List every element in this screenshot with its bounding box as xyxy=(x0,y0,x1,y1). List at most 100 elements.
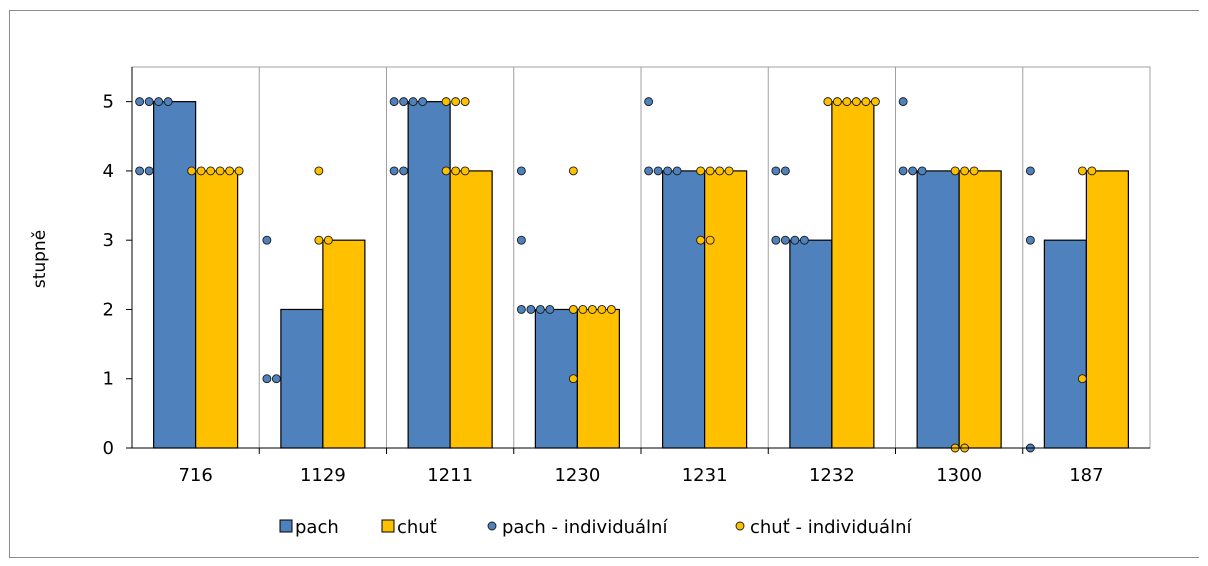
chart-frame: 0 1 2 3 4 5 716 1129 1211 1230 1231 1232 1300 187 stu… xyxy=(9,10,1199,558)
point-chuť---individuální-1211 xyxy=(460,166,470,176)
bar-chuť-1230 xyxy=(576,308,620,449)
bar-chart: 0 1 2 3 4 5 716 1129 1211 1230 1231 1232 1300 187 stu… xyxy=(30,66,1151,538)
point-pach---individuální-1211 xyxy=(399,97,409,107)
point-chuť---individuální-1211 xyxy=(451,166,461,176)
point-chuť---individuální-1231 xyxy=(696,166,706,176)
y-tick-label: 3 xyxy=(103,230,114,251)
point-pach---individuální-716 xyxy=(154,97,164,107)
legend-label: pach - individuální xyxy=(502,517,668,538)
point-chuť---individuální-716 xyxy=(215,166,225,176)
point-pach---individuální-1231 xyxy=(672,166,682,176)
legend-swatch xyxy=(279,519,293,533)
y-axis-title: stupně xyxy=(30,230,50,288)
point-chuť---individuální-716 xyxy=(225,166,235,176)
point-pach---individuální-187 xyxy=(1025,235,1035,245)
point-pach---individuální-1129 xyxy=(271,374,281,384)
bar-chuť-1211 xyxy=(449,170,493,449)
point-pach---individuální-1300 xyxy=(898,97,908,107)
point-pach---individuální-187 xyxy=(1025,166,1035,176)
point-chuť---individuální-1211 xyxy=(451,97,461,107)
point-pach---individuální-1230 xyxy=(526,305,536,314)
point-chuť---individuální-1232 xyxy=(842,97,852,107)
bar-chuť-1129 xyxy=(322,239,366,449)
legend-marker xyxy=(735,521,745,531)
point-pach---individuální-716 xyxy=(135,97,145,107)
point-chuť---individuální-1230 xyxy=(568,166,578,176)
point-pach---individuální-1300 xyxy=(908,166,918,176)
bar-pach-187 xyxy=(1043,239,1087,449)
x-tick-label: 1300 xyxy=(936,465,982,486)
point-pach---individuální-1231 xyxy=(653,166,663,176)
point-chuť---individuální-716 xyxy=(187,166,197,176)
bar-chuť-1232 xyxy=(831,101,875,449)
point-pach---individuální-1300 xyxy=(917,166,927,176)
point-pach---individuální-1232 xyxy=(780,166,790,176)
point-chuť---individuální-1129 xyxy=(314,235,324,245)
point-pach---individuální-1211 xyxy=(418,97,428,107)
point-pach---individuální-1231 xyxy=(644,166,654,176)
point-chuť---individuální-1232 xyxy=(861,97,871,107)
y-tick-label: 4 xyxy=(103,161,114,182)
point-pach---individuální-716 xyxy=(144,97,154,107)
point-chuť---individuální-1300 xyxy=(969,166,979,176)
bar-pach-1231 xyxy=(662,170,706,449)
point-chuť---individuální-187 xyxy=(1087,166,1097,176)
point-pach---individuální-1232 xyxy=(771,235,781,245)
point-chuť---individuální-716 xyxy=(196,166,206,176)
bar-chuť-187 xyxy=(1085,170,1129,449)
bar-pach-1300 xyxy=(916,170,960,449)
point-chuť---individuální-1211 xyxy=(441,97,451,107)
point-chuť---individuální-1230 xyxy=(568,305,578,314)
point-chuť---individuální-1231 xyxy=(696,235,706,245)
x-tick-label: 1211 xyxy=(427,465,473,486)
bar-pach-1211 xyxy=(407,101,451,449)
point-chuť---individuální-1129 xyxy=(323,235,333,245)
legend-item-chuť---individuální: chuť - individuální xyxy=(735,517,912,538)
point-pach---individuální-1231 xyxy=(644,97,654,107)
point-chuť---individuální-716 xyxy=(234,166,244,176)
point-pach---individuální-1230 xyxy=(545,305,555,314)
x-tick-label: 1129 xyxy=(300,465,346,486)
point-pach---individuální-1211 xyxy=(389,166,399,176)
point-pach---individuální-1211 xyxy=(389,97,399,107)
point-pach---individuální-1230 xyxy=(516,166,526,176)
point-chuť---individuální-1230 xyxy=(568,374,578,384)
point-pach---individuální-1129 xyxy=(262,374,272,384)
y-tick-label: 1 xyxy=(103,369,114,390)
point-chuť---individuální-1300 xyxy=(960,166,970,176)
bar-pach-1232 xyxy=(789,239,833,449)
point-pach---individuální-1231 xyxy=(663,166,673,176)
x-tick-label: 716 xyxy=(178,465,212,486)
legend-swatch xyxy=(381,519,395,533)
x-tick-label: 1231 xyxy=(682,465,728,486)
point-pach---individuální-1232 xyxy=(790,235,800,245)
legend-item-pach---individuální: pach - individuální xyxy=(487,517,668,538)
bar-pach-716 xyxy=(153,101,197,449)
y-tick-label: 0 xyxy=(103,438,114,459)
x-tick-label: 1232 xyxy=(809,465,855,486)
point-pach---individuální-1232 xyxy=(771,166,781,176)
bars xyxy=(153,101,1129,449)
point-pach---individuální-716 xyxy=(163,97,173,107)
point-chuť---individuální-187 xyxy=(1077,374,1087,384)
point-chuť---individuální-1129 xyxy=(314,166,324,176)
point-pach---individuální-1230 xyxy=(516,235,526,245)
point-pach---individuální-716 xyxy=(135,166,145,176)
point-chuť---individuální-1230 xyxy=(587,305,597,314)
point-pach---individuální-1300 xyxy=(898,166,908,176)
point-chuť---individuální-1230 xyxy=(597,305,607,314)
legend-marker xyxy=(487,521,497,531)
legend-item-pach: pach xyxy=(279,517,339,538)
point-pach---individuální-1129 xyxy=(262,235,272,245)
point-chuť---individuální-187 xyxy=(1077,166,1087,176)
bar-chuť-1231 xyxy=(704,170,748,449)
point-chuť---individuální-1232 xyxy=(832,97,842,107)
point-chuť---individuální-1232 xyxy=(870,97,880,107)
individual-points xyxy=(135,97,1097,453)
point-pach---individuální-1230 xyxy=(535,305,545,314)
point-chuť---individuální-1232 xyxy=(823,97,833,107)
point-chuť---individuální-1231 xyxy=(705,166,715,176)
point-pach---individuální-1211 xyxy=(408,97,418,107)
x-tick-label: 187 xyxy=(1069,465,1103,486)
point-pach---individuální-1232 xyxy=(799,235,809,245)
